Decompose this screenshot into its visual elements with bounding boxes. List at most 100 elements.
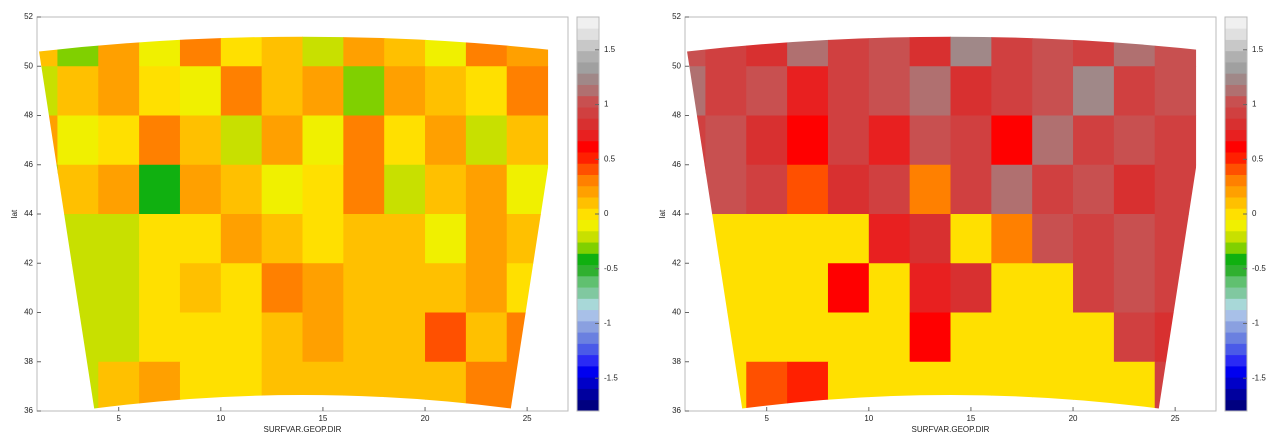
cell xyxy=(991,214,1032,264)
y-axis-label: lat xyxy=(10,209,19,218)
colorbar-swatch xyxy=(1225,197,1247,209)
cell xyxy=(57,263,98,313)
cell xyxy=(746,362,787,412)
y-tick-label: 42 xyxy=(672,258,681,267)
cell xyxy=(746,313,787,363)
cell xyxy=(1032,17,1073,67)
cell xyxy=(828,313,869,363)
y-tick-label: 40 xyxy=(672,308,681,317)
y-tick-label: 50 xyxy=(672,61,681,70)
colorbar-tick-label: -1 xyxy=(1252,319,1260,328)
cell xyxy=(746,263,787,313)
figure: 510152025363840424446485052SURFVAR.GEOP.… xyxy=(0,0,1269,436)
cell xyxy=(425,165,466,215)
cell xyxy=(705,66,746,116)
colorbar-swatch xyxy=(1225,355,1247,367)
cell xyxy=(98,263,139,313)
cell xyxy=(221,116,262,166)
x-tick-label: 20 xyxy=(1069,414,1078,423)
y-tick-label: 40 xyxy=(24,308,33,317)
cell xyxy=(1114,313,1155,363)
colorbar-swatch xyxy=(1225,96,1247,108)
cell xyxy=(466,263,507,313)
colorbar-swatch xyxy=(577,388,599,400)
cell xyxy=(1032,313,1073,363)
cell xyxy=(303,116,344,166)
cell xyxy=(57,116,98,166)
cell xyxy=(262,214,303,264)
cell xyxy=(57,362,98,412)
cell xyxy=(828,165,869,215)
cell xyxy=(746,66,787,116)
cell xyxy=(705,362,746,412)
cell xyxy=(1114,263,1155,313)
colorbar-swatch xyxy=(577,17,599,29)
cell xyxy=(507,214,548,264)
y-tick-label: 48 xyxy=(24,111,33,120)
y-tick-label: 50 xyxy=(24,61,33,70)
colorbar-tick-label: 0 xyxy=(1252,209,1257,218)
cell xyxy=(425,362,466,412)
cell xyxy=(787,165,828,215)
x-tick-label: 5 xyxy=(764,414,769,423)
cell xyxy=(1073,165,1114,215)
cell xyxy=(991,66,1032,116)
cell xyxy=(705,214,746,264)
colorbar-swatch xyxy=(1225,253,1247,265)
cell xyxy=(425,313,466,363)
cell xyxy=(991,362,1032,412)
cell xyxy=(910,17,951,67)
cell xyxy=(951,17,992,67)
cell xyxy=(57,66,98,116)
cell xyxy=(1155,362,1196,412)
colorbar-swatch xyxy=(1225,276,1247,288)
cell xyxy=(507,116,548,166)
colorbar-tick-label: -1 xyxy=(604,319,612,328)
cell xyxy=(221,313,262,363)
cell xyxy=(343,165,384,215)
cell xyxy=(343,66,384,116)
cell xyxy=(221,263,262,313)
cell xyxy=(1155,165,1196,215)
cell xyxy=(705,116,746,166)
colorbar-swatch xyxy=(1225,242,1247,254)
colorbar-swatch xyxy=(1225,400,1247,412)
cell xyxy=(262,17,303,67)
cell xyxy=(910,66,951,116)
cell xyxy=(1114,165,1155,215)
cell xyxy=(466,214,507,264)
colorbar-swatch xyxy=(577,107,599,119)
cell xyxy=(1155,17,1196,67)
cell xyxy=(746,214,787,264)
cell xyxy=(1032,66,1073,116)
colorbar-swatch xyxy=(577,197,599,209)
cell xyxy=(98,313,139,363)
cell xyxy=(221,214,262,264)
colorbar-swatch xyxy=(1225,163,1247,175)
cell xyxy=(303,66,344,116)
x-axis-label: SURFVAR.GEOP.DIR xyxy=(912,425,990,434)
colorbar-swatch xyxy=(1225,130,1247,142)
colorbar-swatch xyxy=(577,287,599,299)
cell xyxy=(869,17,910,67)
colorbar-swatch xyxy=(577,355,599,367)
colorbar-swatch xyxy=(1225,231,1247,243)
cell xyxy=(180,263,221,313)
colorbar-swatch xyxy=(577,242,599,254)
cell xyxy=(705,313,746,363)
colorbar-swatch xyxy=(577,400,599,412)
cell xyxy=(869,362,910,412)
colorbar-swatch xyxy=(1225,343,1247,355)
cell xyxy=(343,362,384,412)
colorbar-tick-label: -0.5 xyxy=(1252,264,1266,273)
cell xyxy=(910,263,951,313)
cell xyxy=(1032,116,1073,166)
cell xyxy=(1114,362,1155,412)
colorbar-tick-label: -1.5 xyxy=(1252,373,1266,382)
cell xyxy=(466,362,507,412)
colorbar-tick-label: 1 xyxy=(604,100,609,109)
cell xyxy=(910,165,951,215)
cell xyxy=(303,165,344,215)
cell xyxy=(98,214,139,264)
